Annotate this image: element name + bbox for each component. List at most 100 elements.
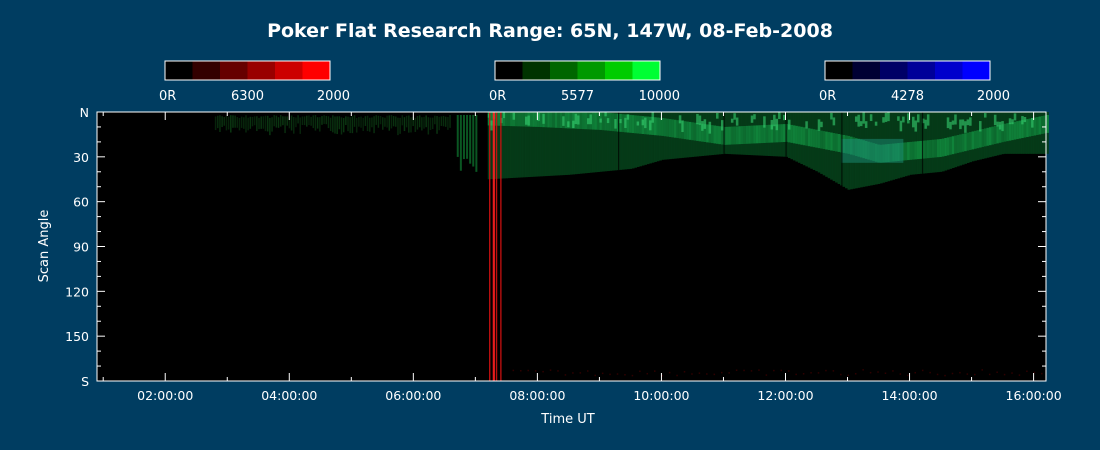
green-band-bright [490,120,494,131]
green-band-core [1003,123,1007,142]
colorbar-4278-swatch [935,61,963,80]
green-band-core [1033,117,1037,136]
green-band-core [812,129,816,148]
early-green-speckle [362,117,364,132]
early-green-speckle [321,116,323,125]
green-band-strip [539,112,543,177]
early-green-speckle [256,116,258,132]
green-band-core [733,126,737,145]
early-green-speckle [230,115,232,133]
green-band-core [688,121,692,140]
y-tick-label: 150 [65,329,89,344]
green-band-bright [614,119,618,129]
green-band-core [750,125,754,144]
early-green-speckle [434,115,436,125]
colorbar-4278-max-label: 2000 [977,89,1010,104]
south-red-speckle [512,369,515,372]
green-band-core [701,123,705,142]
red-6300-streak [489,112,491,381]
precursor-green-streak [469,114,472,164]
colorbar-6300-swatch [247,61,276,80]
green-band-strip [626,112,630,170]
green-band-bright [954,114,958,125]
south-red-speckle [601,372,604,375]
green-band-core [653,117,657,136]
green-band-core [604,112,608,131]
green-band-core [696,122,700,141]
early-green-speckle [438,116,440,131]
green-band-strip [559,112,563,176]
early-green-speckle [306,115,308,127]
colorbar-5577-max-label: 10000 [639,89,680,104]
south-red-speckle [661,374,663,377]
south-red-speckle [907,374,909,377]
green-band-core [805,127,809,146]
green-band-bright [959,119,963,130]
early-green-speckle [360,116,362,128]
early-green-speckle [236,117,239,128]
green-band-core [671,119,675,138]
south-red-speckle [728,372,730,374]
early-green-speckle [266,115,269,132]
green-band-strip [606,112,610,172]
green-band-bright [626,114,630,120]
green-band-bright [1023,117,1027,123]
red-6300-streak [492,112,495,381]
colorbar-5577-swatch [550,61,578,80]
green-band-bright [902,116,905,123]
band-dropout [921,112,924,174]
early-green-speckle [253,116,256,126]
south-red-speckle [869,371,872,374]
green-band-core [609,112,613,131]
early-green-speckle [371,117,373,128]
green-band-strip [574,112,578,175]
green-band-strip [524,112,528,178]
green-band-core [795,125,799,144]
green-band-core [716,125,719,144]
green-band-bright [961,119,965,126]
x-tick-label: 04:00:00 [261,388,317,403]
early-green-speckle [392,116,395,127]
early-green-speckle [238,117,241,131]
green-band-core [837,133,841,152]
south-red-speckle [936,373,939,376]
south-red-speckle [750,370,753,372]
green-band-core [706,124,709,143]
green-band-core [924,140,928,159]
green-band-core [510,112,513,127]
green-band-core [976,130,980,149]
green-band-core [661,117,665,136]
green-band-core [926,140,930,159]
early-green-speckle [399,117,401,134]
green-band-core [758,125,762,144]
green-band-strip [644,112,647,165]
colorbars: 0R 6300 2000 0R 5577 10000 0R 4278 2000 [159,60,1010,104]
green-band-bright [857,114,861,127]
green-band-strip [589,112,593,173]
south-red-speckle [1003,373,1006,376]
south-red-speckle [564,374,567,376]
south-red-speckle [787,370,790,372]
early-green-speckle [301,116,304,125]
green-band-core [1043,115,1047,134]
green-band-bright [820,121,824,128]
green-band-strip [594,112,598,173]
green-band-core [656,117,660,136]
south-red-speckle [616,373,619,375]
green-band-core [683,121,687,140]
south-red-speckle [929,371,931,374]
green-band-core [971,131,975,150]
green-band-core [748,125,752,144]
green-band-core [810,128,814,147]
south-red-speckle [534,370,537,372]
green-band-core [646,116,650,135]
early-green-speckle [316,117,319,129]
green-band-core [584,112,588,130]
green-band-core [591,112,595,130]
early-green-speckle [323,115,325,124]
early-green-speckle [282,116,284,126]
green-band-core [912,141,915,160]
south-red-speckle [557,370,559,372]
y-tick-label: N [80,105,89,120]
south-red-speckle [795,373,797,376]
